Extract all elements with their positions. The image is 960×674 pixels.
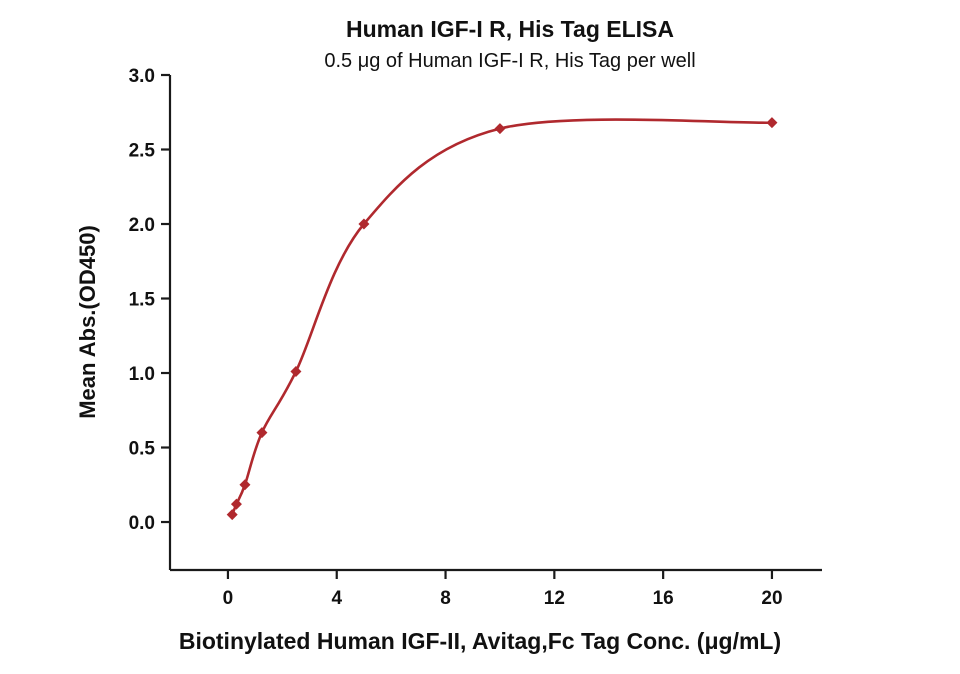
x-tick-label: 8 (440, 588, 451, 609)
data-point-marker (766, 117, 778, 129)
data-point-marker (256, 427, 268, 439)
data-point-marker (239, 479, 251, 491)
y-tick-label: 1.0 (129, 364, 155, 385)
chart-subtitle: 0.5 μg of Human IGF-I R, His Tag per wel… (324, 50, 696, 72)
x-axis-title: Biotinylated Human IGF-II, Avitag,Fc Tag… (178, 628, 782, 654)
x-tick-label: 12 (544, 588, 565, 609)
y-tick-label: 0.5 (129, 439, 156, 460)
y-tick-label: 2.0 (129, 215, 155, 236)
chart-title: Human IGF-I R, His Tag ELISA (346, 16, 674, 42)
data-point-marker (358, 218, 370, 230)
data-point-marker (494, 123, 506, 135)
y-tick-label: 3.0 (129, 66, 155, 87)
data-point-marker (226, 509, 238, 521)
y-tick-label: 0.0 (129, 513, 155, 534)
y-tick-label: 2.5 (129, 141, 156, 162)
fit-curve (230, 118, 773, 516)
x-tick-label: 16 (653, 588, 674, 609)
y-tick-label: 1.5 (129, 290, 156, 311)
x-tick-label: 20 (761, 588, 782, 609)
data-point-marker (230, 498, 242, 510)
x-tick-label: 4 (331, 588, 342, 609)
data-point-marker (290, 366, 302, 378)
x-tick-label: 0 (223, 588, 234, 609)
